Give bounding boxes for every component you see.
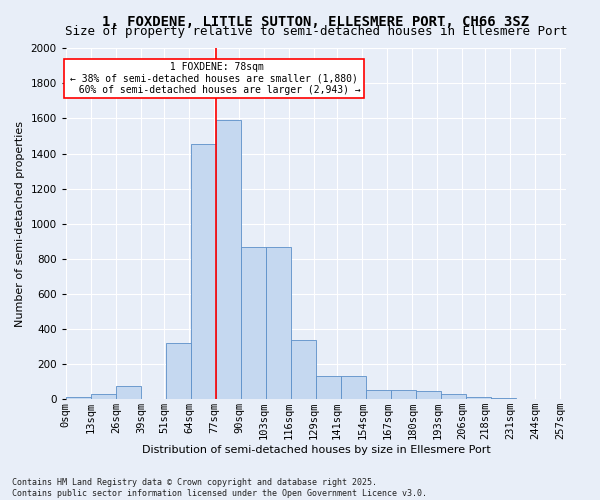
Bar (291, 340, 316, 399)
Bar (166, 343, 191, 399)
Text: Contains HM Land Registry data © Crown copyright and database right 2025.
Contai: Contains HM Land Registry data © Crown c… (12, 478, 427, 498)
Bar (341, 376, 366, 399)
Y-axis label: Number of semi-detached properties: Number of semi-detached properties (15, 120, 25, 326)
Bar (366, 390, 391, 399)
Bar (116, 386, 141, 399)
Bar (266, 246, 291, 399)
Bar (391, 390, 416, 399)
Bar (91, 394, 116, 399)
Bar (416, 392, 441, 399)
Text: 1 FOXDENE: 78sqm
← 38% of semi-detached houses are smaller (1,880)
  60% of semi: 1 FOXDENE: 78sqm ← 38% of semi-detached … (67, 62, 361, 96)
Bar (216, 120, 241, 399)
Bar (441, 394, 466, 399)
Bar (466, 397, 491, 399)
Bar (191, 144, 216, 399)
X-axis label: Distribution of semi-detached houses by size in Ellesmere Port: Distribution of semi-detached houses by … (142, 445, 490, 455)
Bar (516, 398, 541, 399)
Bar (491, 398, 516, 399)
Bar (316, 376, 341, 399)
Text: Size of property relative to semi-detached houses in Ellesmere Port: Size of property relative to semi-detach… (65, 24, 567, 38)
Bar (66, 397, 91, 399)
Bar (241, 246, 266, 399)
Title: 1, FOXDENE, LITTLE SUTTON, ELLESMERE PORT, CH66 3SZ: 1, FOXDENE, LITTLE SUTTON, ELLESMERE POR… (103, 15, 530, 29)
